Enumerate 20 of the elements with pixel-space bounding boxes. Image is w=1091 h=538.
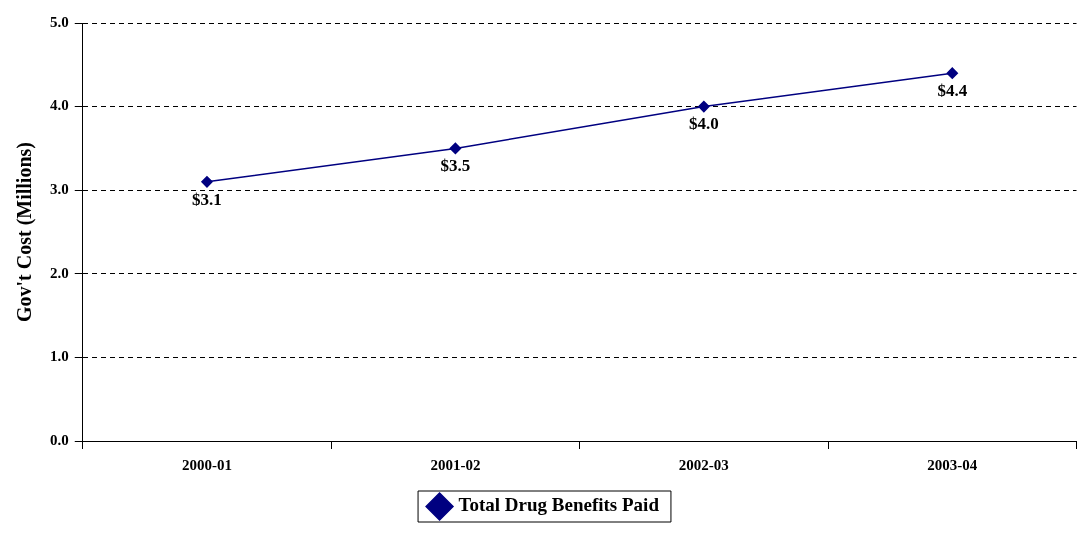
x-tick-label: 2001-02 <box>430 456 481 473</box>
point <box>946 67 959 79</box>
y-tick-label: 4.0 <box>50 97 69 114</box>
x-tick-label: 2000-01 <box>181 456 232 473</box>
point <box>698 100 710 113</box>
x-tick-label: 2002-03 <box>678 456 729 473</box>
data-label: $3.1 <box>192 189 222 209</box>
point <box>201 176 213 188</box>
legend-label: Total Drug Benefits Paid <box>458 494 660 516</box>
y-tick-label: 1.0 <box>50 348 69 365</box>
point <box>449 142 462 155</box>
y-tick-label: 3.0 <box>50 181 69 198</box>
y-axis-title: Gov't Cost (Millions) <box>13 142 37 322</box>
y-tick-label: 2.0 <box>50 264 69 281</box>
y-tick-label: 0.0 <box>50 431 69 448</box>
data-label: $3.5 <box>440 156 471 176</box>
x-tick-label: 2003-04 <box>927 456 978 473</box>
data-label: $4.0 <box>688 114 719 134</box>
data-label: $4.4 <box>937 81 968 101</box>
y-tick-label: 5.0 <box>50 13 69 30</box>
